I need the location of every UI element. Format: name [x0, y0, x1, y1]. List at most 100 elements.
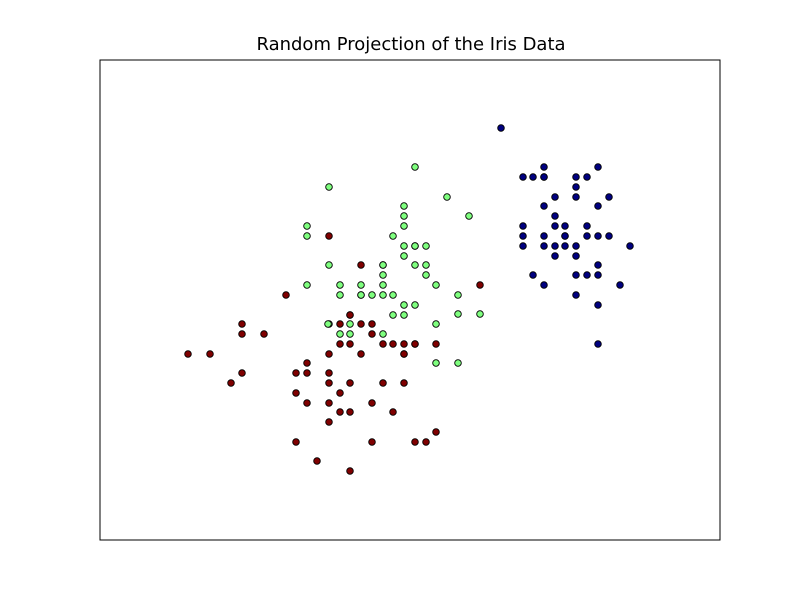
scatter-point [336, 330, 344, 338]
scatter-point [594, 163, 602, 171]
scatter-point [422, 261, 430, 269]
scatter-point [432, 359, 440, 367]
scatter-point [476, 281, 484, 289]
scatter-point [238, 320, 246, 328]
scatter-point [519, 222, 527, 230]
scatter-point [540, 173, 548, 181]
scatter-point [400, 350, 408, 358]
scatter-point [583, 271, 591, 279]
scatter-point [422, 242, 430, 250]
scatter-point [368, 320, 376, 328]
scatter-point [346, 330, 354, 338]
scatter-point [379, 379, 387, 387]
scatter-point [454, 291, 462, 299]
scatter-point [551, 212, 559, 220]
scatter-point [572, 193, 580, 201]
scatter-point [411, 242, 419, 250]
scatter-point [389, 291, 397, 299]
scatter-point [400, 202, 408, 210]
points-layer [184, 124, 634, 475]
plot-area [99, 59, 721, 541]
scatter-point [572, 291, 580, 299]
scatter-point [583, 222, 591, 230]
scatter-point [336, 408, 344, 416]
scatter-point [497, 124, 505, 132]
scatter-point [325, 399, 333, 407]
scatter-point [357, 261, 365, 269]
scatter-point [411, 261, 419, 269]
scatter-point [260, 330, 268, 338]
scatter-point [540, 232, 548, 240]
scatter-point [605, 193, 613, 201]
scatter-point [379, 271, 387, 279]
scatter-point [561, 242, 569, 250]
scatter-point [551, 252, 559, 260]
scatter-point [227, 379, 235, 387]
scatter-point [594, 232, 602, 240]
scatter-point [357, 281, 365, 289]
scatter-point [368, 330, 376, 338]
scatter-point [303, 281, 311, 289]
scatter-point [432, 340, 440, 348]
scatter-point [411, 340, 419, 348]
scatter-point [583, 173, 591, 181]
scatter-point [303, 399, 311, 407]
scatter-point [357, 320, 365, 328]
scatter-point [282, 291, 290, 299]
scatter-point [594, 202, 602, 210]
scatter-point [411, 163, 419, 171]
scatter-point [379, 330, 387, 338]
scatter-point [626, 242, 634, 250]
scatter-point [400, 222, 408, 230]
scatter-point [336, 281, 344, 289]
scatter-point [422, 438, 430, 446]
scatter-point [400, 212, 408, 220]
scatter-point [561, 232, 569, 240]
scatter-point [303, 359, 311, 367]
scatter-point [379, 261, 387, 269]
scatter-point [206, 350, 214, 358]
scatter-point [238, 330, 246, 338]
scatter-point [368, 291, 376, 299]
scatter-point [325, 183, 333, 191]
scatter-point [336, 389, 344, 397]
scatter-point [303, 222, 311, 230]
scatter-point [572, 271, 580, 279]
scatter-point [454, 310, 462, 318]
scatter-point [400, 340, 408, 348]
scatter-point [379, 281, 387, 289]
scatter-point [389, 232, 397, 240]
scatter-point [519, 232, 527, 240]
scatter-point [303, 232, 311, 240]
scatter-point [529, 173, 537, 181]
scatter-point [379, 291, 387, 299]
scatter-point [605, 232, 613, 240]
scatter-point [476, 310, 484, 318]
scatter-point [336, 291, 344, 299]
scatter-point [346, 408, 354, 416]
scatter-point [389, 408, 397, 416]
scatter-point [465, 212, 473, 220]
scatter-point [325, 379, 333, 387]
scatter-point [292, 369, 300, 377]
scatter-point [540, 202, 548, 210]
scatter-point [594, 271, 602, 279]
scatter-point [368, 438, 376, 446]
scatter-point [551, 193, 559, 201]
scatter-point [325, 232, 333, 240]
scatter-point [572, 173, 580, 181]
scatter-point [519, 173, 527, 181]
scatter-point [238, 369, 246, 377]
scatter-point [594, 301, 602, 309]
scatter-point [411, 301, 419, 309]
chart-title: Random Projection of the Iris Data [256, 34, 566, 55]
scatter-point [346, 379, 354, 387]
scatter-point [443, 193, 451, 201]
scatter-point [529, 271, 537, 279]
scatter-point [551, 242, 559, 250]
scatter-point [325, 350, 333, 358]
scatter-point [540, 242, 548, 250]
scatter-point [346, 311, 354, 319]
scatter-point [594, 261, 602, 269]
scatter-point [379, 340, 387, 348]
